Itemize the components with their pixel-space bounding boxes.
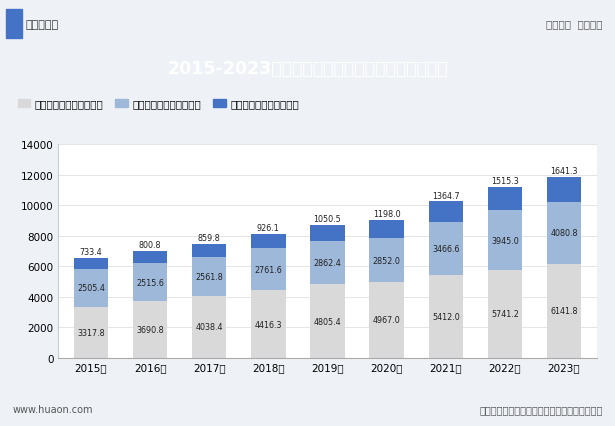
Text: 1515.3: 1515.3 xyxy=(491,177,519,186)
Text: 859.8: 859.8 xyxy=(198,233,221,242)
Bar xyxy=(133,302,167,358)
Bar xyxy=(488,187,522,210)
Text: 2515.6: 2515.6 xyxy=(136,278,164,287)
Text: 3945.0: 3945.0 xyxy=(491,236,519,245)
Bar xyxy=(311,241,344,285)
Text: 2761.6: 2761.6 xyxy=(255,265,282,274)
Bar xyxy=(74,308,108,358)
Text: 4416.3: 4416.3 xyxy=(255,320,282,329)
FancyBboxPatch shape xyxy=(6,10,22,39)
Text: 专业严谨  客观科学: 专业严谨 客观科学 xyxy=(546,20,603,29)
Text: 4967.0: 4967.0 xyxy=(373,316,400,325)
Text: 926.1: 926.1 xyxy=(257,224,280,233)
Text: 1198.0: 1198.0 xyxy=(373,210,400,219)
Bar xyxy=(488,271,522,358)
Text: 2852.0: 2852.0 xyxy=(373,256,400,265)
Text: www.huaon.com: www.huaon.com xyxy=(12,404,93,414)
Bar xyxy=(429,202,463,223)
Bar xyxy=(547,202,581,265)
Text: 5741.2: 5741.2 xyxy=(491,310,519,319)
Text: 3466.6: 3466.6 xyxy=(432,245,459,253)
Bar xyxy=(429,276,463,358)
Text: 5412.0: 5412.0 xyxy=(432,312,459,321)
Bar xyxy=(251,235,285,249)
Text: 4080.8: 4080.8 xyxy=(550,229,577,238)
Bar xyxy=(311,225,344,241)
Bar xyxy=(133,263,167,302)
Bar xyxy=(133,251,167,263)
Bar xyxy=(370,221,404,239)
Text: 4038.4: 4038.4 xyxy=(196,322,223,331)
Text: 800.8: 800.8 xyxy=(139,240,161,249)
Text: 2015-2023年甘肃省第一、第二及第三产业增加值: 2015-2023年甘肃省第一、第二及第三产业增加值 xyxy=(167,60,448,78)
Bar xyxy=(429,223,463,276)
Bar xyxy=(251,291,285,358)
Bar xyxy=(311,285,344,358)
Text: 3317.8: 3317.8 xyxy=(77,328,105,337)
Text: 733.4: 733.4 xyxy=(79,247,102,256)
Bar xyxy=(251,249,285,291)
Bar xyxy=(74,269,108,308)
Bar xyxy=(192,296,226,358)
Legend: 第三产业增加值（亿元）, 第二产业增加值（亿元）, 第一产业增加值（亿元）: 第三产业增加值（亿元）, 第二产业增加值（亿元）, 第一产业增加值（亿元） xyxy=(17,99,299,109)
Text: 1364.7: 1364.7 xyxy=(432,191,459,200)
Bar xyxy=(192,245,226,257)
Text: 6141.8: 6141.8 xyxy=(550,307,577,316)
Bar xyxy=(192,257,226,296)
Text: 2862.4: 2862.4 xyxy=(314,259,341,268)
Bar xyxy=(547,177,581,202)
Text: 华经情报网: 华经情报网 xyxy=(26,20,59,29)
Text: 1641.3: 1641.3 xyxy=(550,167,577,176)
Bar xyxy=(370,239,404,282)
Text: 4805.4: 4805.4 xyxy=(314,317,341,326)
Text: 1050.5: 1050.5 xyxy=(314,214,341,223)
Bar xyxy=(74,258,108,269)
Bar xyxy=(488,210,522,271)
Text: 3690.8: 3690.8 xyxy=(137,325,164,334)
Text: 数据来源：甘肃省统计局；华经产业研究院整理: 数据来源：甘肃省统计局；华经产业研究院整理 xyxy=(479,404,603,414)
Bar xyxy=(370,282,404,358)
Text: 2561.8: 2561.8 xyxy=(196,272,223,282)
Text: 2505.4: 2505.4 xyxy=(77,284,105,293)
Bar xyxy=(547,265,581,358)
